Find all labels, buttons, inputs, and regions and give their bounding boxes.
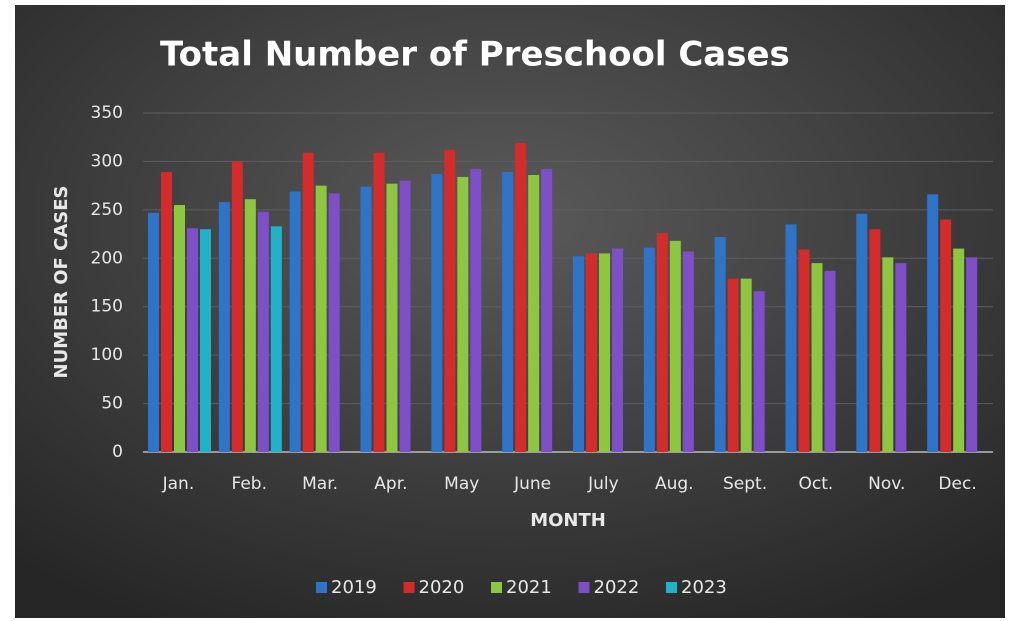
bar (187, 228, 198, 452)
bar (360, 186, 372, 452)
bar (231, 161, 243, 452)
x-tick-label: Apr. (374, 474, 407, 494)
bar (270, 226, 282, 452)
bar (515, 143, 527, 453)
x-tick-label: Dec. (938, 474, 976, 494)
bar (573, 256, 584, 452)
bar (386, 183, 398, 452)
bar (315, 185, 327, 452)
bar (470, 169, 482, 453)
y-tick-label: 0 (112, 442, 123, 462)
bar (586, 253, 597, 452)
bar (457, 176, 469, 452)
bar (682, 251, 694, 452)
bar (727, 278, 739, 452)
bar (431, 174, 443, 452)
bar (399, 180, 411, 453)
bar (612, 248, 623, 452)
bar (373, 152, 385, 452)
y-tick-label: 150 (91, 297, 123, 317)
legend-label: 2021 (506, 577, 552, 598)
bar (656, 233, 668, 452)
bar (161, 172, 172, 452)
legend-marker (666, 582, 677, 593)
x-tick-label: May (444, 474, 479, 494)
legend-label: 2020 (419, 577, 465, 598)
bar (289, 191, 301, 452)
y-tick-label: 200 (91, 248, 123, 268)
y-tick-label: 300 (91, 151, 123, 171)
bar (927, 194, 939, 453)
legend-marker (316, 582, 327, 593)
legend-label: 2023 (681, 577, 727, 598)
x-tick-label: June (513, 474, 551, 494)
bar (966, 257, 978, 452)
bar (785, 224, 797, 452)
bar (174, 205, 185, 452)
x-tick-label: Nov. (868, 474, 905, 494)
bar (528, 174, 540, 452)
x-tick-label: Oct. (799, 474, 834, 494)
bar (200, 229, 211, 452)
bar (328, 193, 340, 453)
chart-title: Total Number of Preschool Cases (160, 35, 790, 75)
x-axis-label: MONTH (530, 510, 606, 531)
bar (940, 219, 952, 452)
bar (444, 149, 456, 452)
legend-marker (491, 582, 502, 593)
legend-marker (403, 582, 415, 593)
bar (882, 257, 894, 452)
x-tick-label: Aug. (655, 474, 694, 494)
legend-label: 2019 (331, 577, 377, 598)
bar (302, 152, 314, 452)
bar (740, 278, 752, 452)
x-tick-label: Feb. (231, 474, 267, 494)
y-axis-label: NUMBER OF CASES (51, 186, 72, 379)
bar (824, 270, 836, 452)
x-tick-label: Jan. (162, 474, 195, 494)
bar (798, 249, 810, 452)
y-tick-label: 350 (91, 103, 123, 123)
bar (541, 169, 553, 453)
bar (753, 291, 765, 452)
bar (856, 213, 868, 452)
x-tick-label: Mar. (302, 474, 338, 494)
legend-marker (578, 582, 590, 593)
bar (502, 172, 514, 452)
bar (257, 211, 269, 452)
bar (244, 199, 256, 452)
bar (953, 248, 965, 452)
bar (714, 236, 726, 452)
bar (599, 253, 610, 452)
legend-label: 2022 (594, 577, 640, 598)
y-tick-label: 250 (91, 200, 123, 220)
bar (811, 263, 823, 452)
bar (669, 240, 681, 452)
bar (643, 247, 655, 452)
bar (869, 229, 881, 452)
bar (895, 263, 907, 452)
y-tick-label: 100 (91, 345, 123, 365)
x-tick-label: July (587, 474, 619, 494)
bar (218, 202, 230, 452)
y-tick-label: 50 (101, 394, 123, 414)
bar (148, 212, 159, 452)
x-tick-label: Sept. (723, 474, 767, 494)
